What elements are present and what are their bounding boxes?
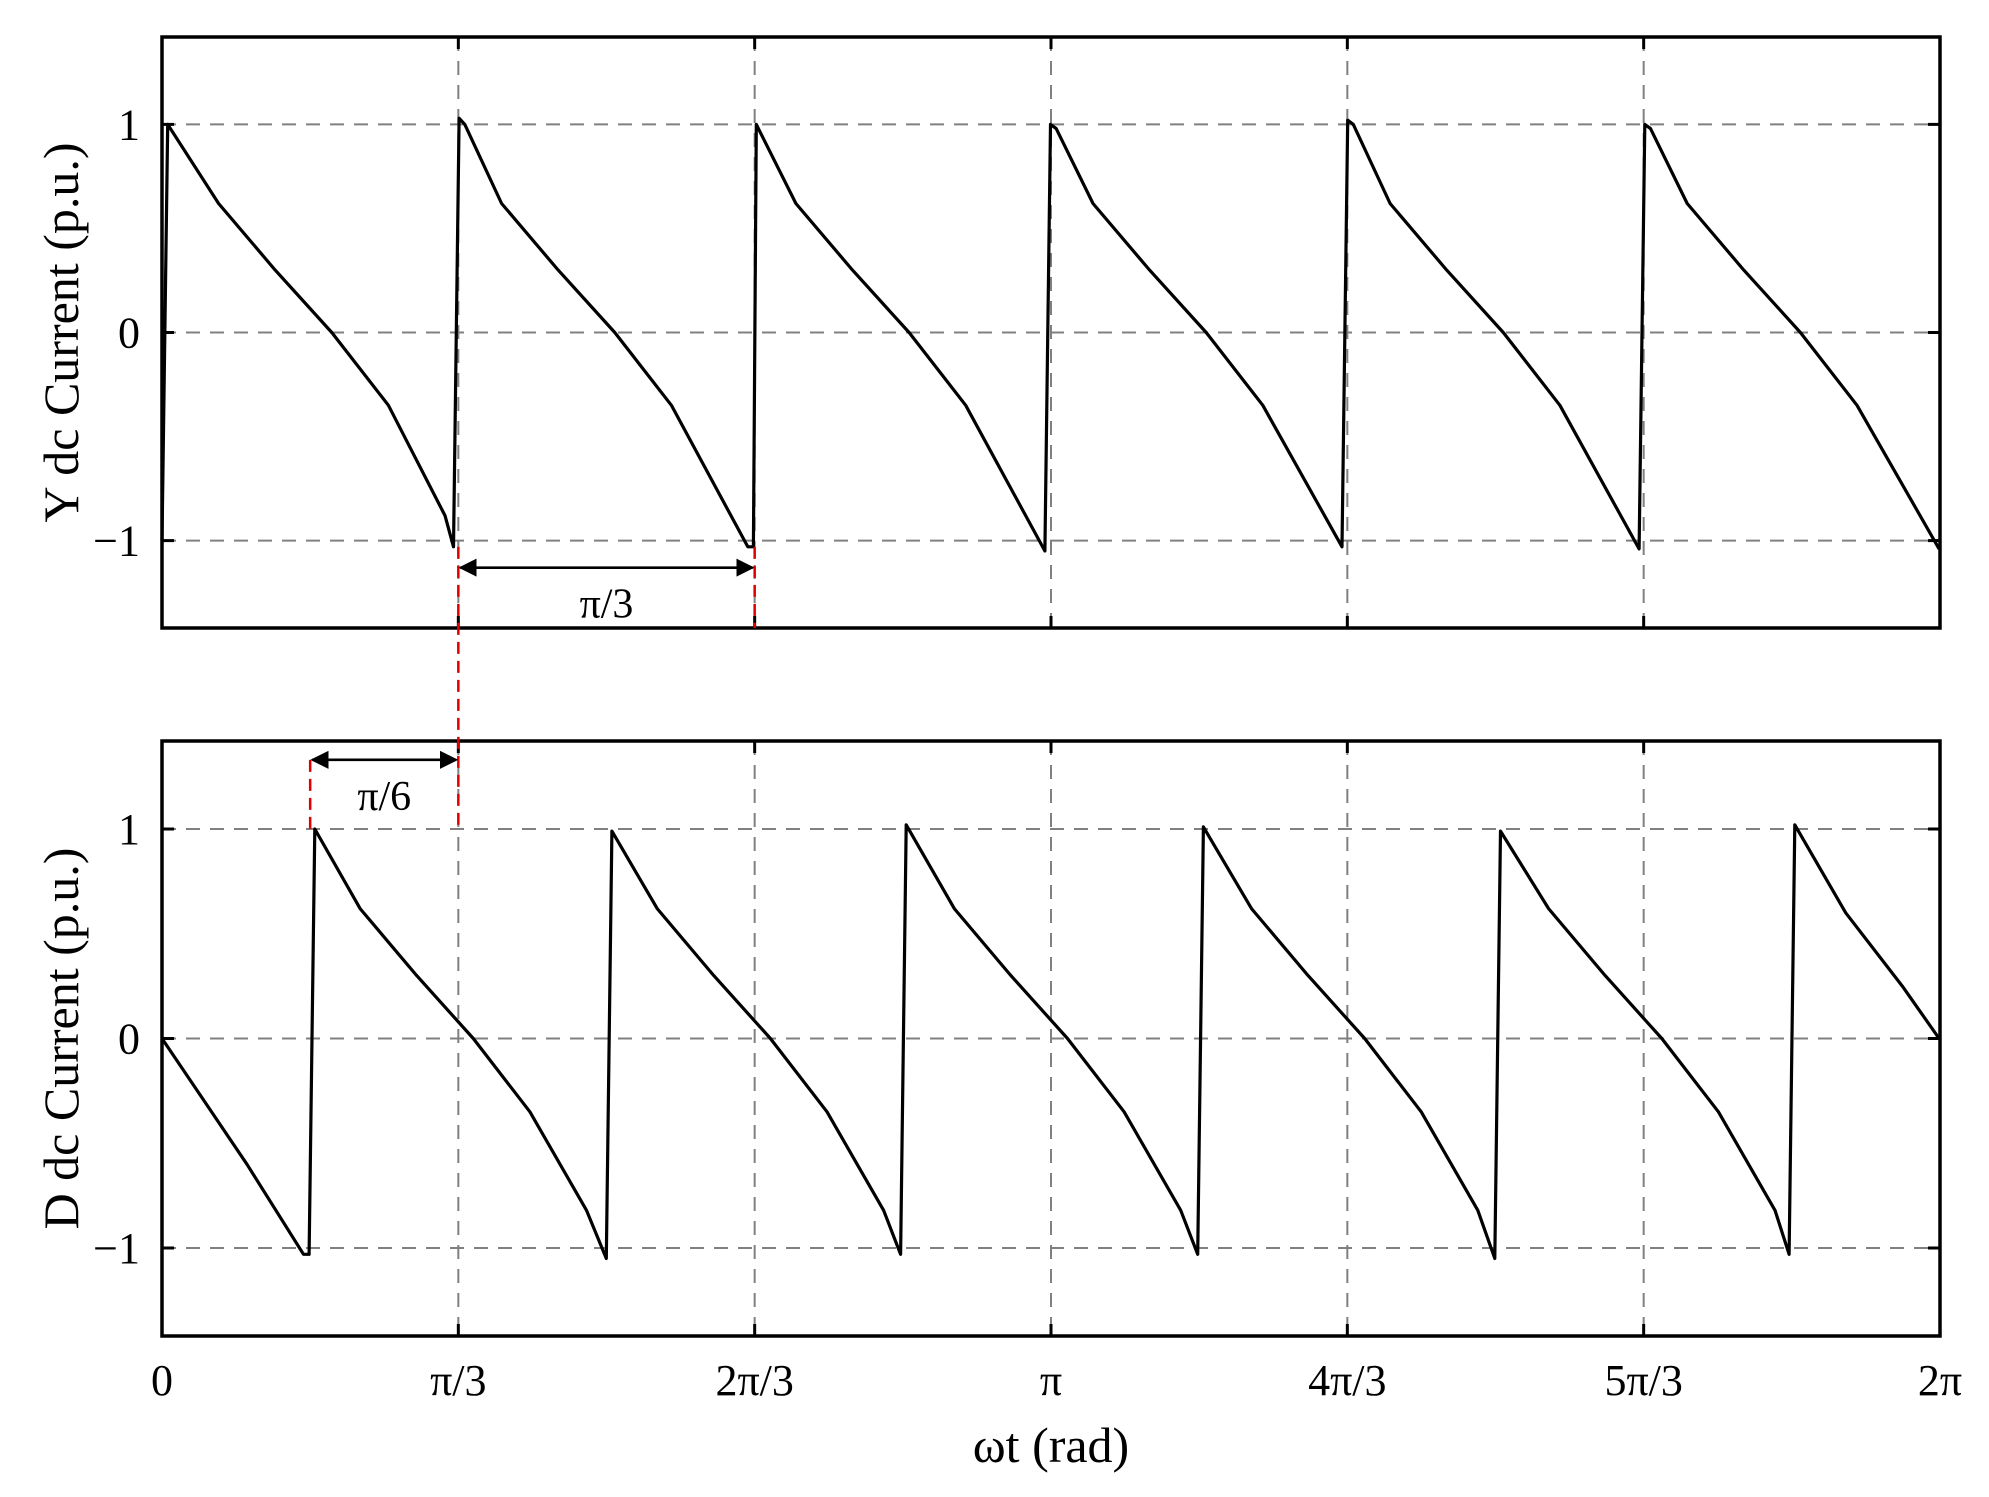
series-line — [160, 116, 1941, 553]
x-tick-label: 4π/3 — [1308, 1356, 1386, 1405]
y-axis-label: Y dc Current (p.u.) — [33, 143, 89, 523]
x-tick-label: 0 — [151, 1356, 173, 1405]
y-axis-label: D dc Current (p.u.) — [33, 848, 89, 1230]
x-tick-label: 2π — [1918, 1356, 1962, 1405]
y-tick-label: −1 — [93, 517, 140, 566]
x-tick-label: π/3 — [430, 1356, 486, 1405]
y-tick-label: 0 — [118, 309, 140, 358]
annotation-label: π/6 — [357, 774, 411, 820]
x-axis-label: ωt (rad) — [973, 1417, 1129, 1473]
panel-top: −1 0 1 Y dc Current (p.u.) — [33, 35, 1942, 630]
annotation-label: π/3 — [580, 582, 634, 628]
y-tick-label: 0 — [118, 1015, 140, 1064]
panel-bottom: −1 0 1 D dc Current (p.u.) 0 π/3 2π/3 π 4π/3 5π/3… — [33, 739, 1962, 1473]
x-tick-label: π — [1040, 1356, 1062, 1405]
connectors: π/3 π/6 — [308, 546, 756, 829]
y-tick-label: 1 — [118, 805, 140, 854]
y-tick-label: 1 — [118, 100, 140, 149]
y-tick-label: −1 — [93, 1224, 140, 1273]
series-line — [160, 823, 1941, 1261]
x-tick-label: 5π/3 — [1604, 1356, 1682, 1405]
x-tick-label: 2π/3 — [715, 1356, 793, 1405]
